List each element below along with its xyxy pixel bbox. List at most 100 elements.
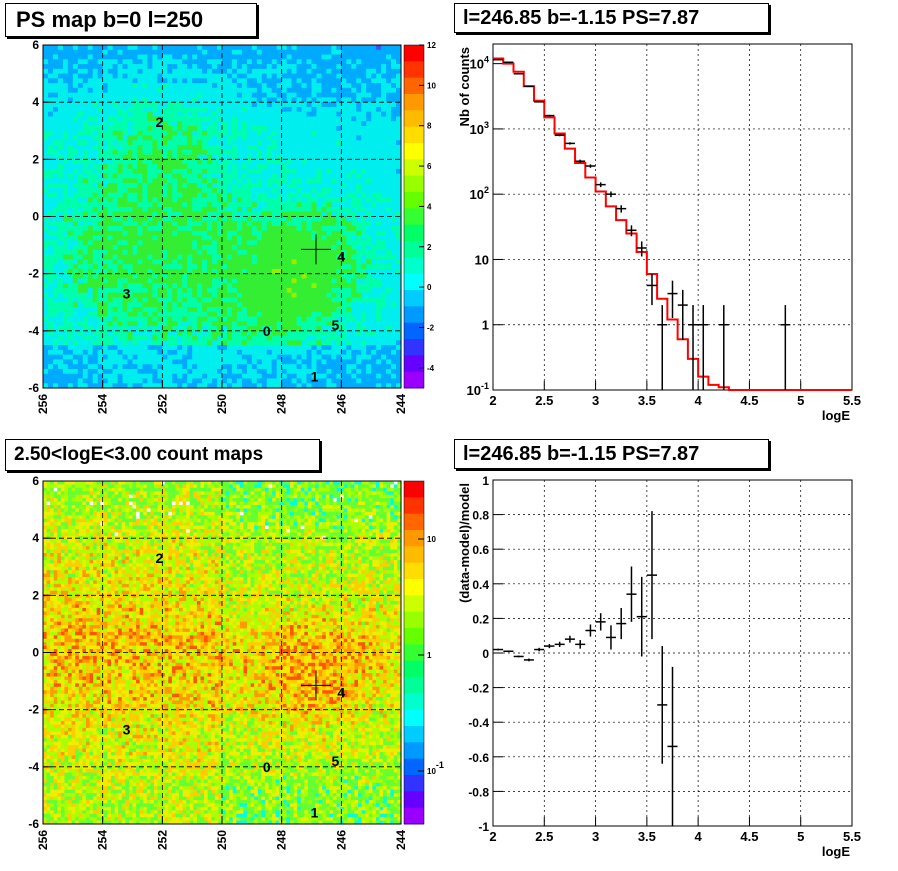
y-tick-label: -6 xyxy=(28,381,39,395)
y-tick-label: 0 xyxy=(32,646,39,660)
y-tick-label: 103 xyxy=(470,120,489,137)
x-tick-label: 2 xyxy=(489,829,496,844)
x-tick-label: 4.5 xyxy=(740,829,758,844)
x-axis-label: logE xyxy=(822,844,850,859)
y-tick-label: 10 xyxy=(475,252,489,267)
colorbar-tick-label: 10 xyxy=(427,535,436,544)
residual-panel: 2 2.5 3 3.5 4 4.5 5 5.5 1 0.8 0.6 0.4 0.2 0 -0.2 -0.4 -0… xyxy=(449,436,898,871)
y-tick-label: -1 xyxy=(478,820,489,834)
y-tick-label: 1 xyxy=(482,474,489,488)
x-tick-label: 244 xyxy=(394,830,408,850)
x-tick-label: 4 xyxy=(695,829,703,844)
y-tick-label: 4 xyxy=(32,531,39,545)
y-tick-label: 0 xyxy=(32,210,39,224)
colorbar-tick-label: -2 xyxy=(427,323,435,332)
residual-plot[interactable]: 2 2.5 3 3.5 4 4.5 5 5.5 1 0.8 0.6 0.4 0.2 0 -0.2 -0.4 -0… xyxy=(449,436,898,871)
colorbar-tick-label: 0 xyxy=(427,283,432,292)
y-tick-label: -2 xyxy=(28,703,39,717)
source-label: 3 xyxy=(123,286,131,302)
colorbar-tick-label: 8 xyxy=(427,122,432,131)
x-tick-label: 2.5 xyxy=(535,829,553,844)
x-tick-label: 3.5 xyxy=(638,393,656,408)
heatmap-cells xyxy=(43,481,402,825)
x-tick-label: 244 xyxy=(394,394,408,414)
ps-map-heatmap[interactable]: 256 254 252 250 248 246 2446420-2-4-6012345121… xyxy=(0,0,449,436)
y-tick-label: -0.4 xyxy=(468,716,489,730)
x-tick-label: 3.5 xyxy=(638,829,656,844)
y-axis-label: Nb of counts xyxy=(457,47,472,126)
y-tick-label: 4 xyxy=(32,95,39,109)
y-tick-label: 6 xyxy=(32,474,39,488)
y-tick-label: 0.4 xyxy=(472,578,489,592)
count-map-heatmap[interactable]: 256 254 252 250 248 246 244 6 4 2 0 -2 -4 -6 0 1 2 3 4 5 10 1… xyxy=(0,436,449,871)
x-tick-label: 254 xyxy=(96,394,110,414)
x-tick-label: 5 xyxy=(797,829,804,844)
y-tick-label: -0.2 xyxy=(468,682,489,696)
x-tick-label: 246 xyxy=(334,830,348,850)
plot-frame xyxy=(492,43,853,391)
y-axis-label: (data-model)/model xyxy=(457,483,472,603)
count-map-panel: 256 254 252 250 248 246 244 6 4 2 0 -2 -4 -6 0 1 2 3 4 5 10 1… xyxy=(0,436,449,871)
y-tick-label: 104 xyxy=(470,55,489,72)
residual-title: l=246.85 b=-1.15 PS=7.87 xyxy=(454,439,769,469)
source-label: 3 xyxy=(123,722,131,738)
x-tick-label: 2 xyxy=(489,393,496,408)
model-histogram xyxy=(493,57,852,391)
colorbar-tick-label: 10-1 xyxy=(427,760,444,776)
colorbar-tick-label: 4 xyxy=(427,202,432,211)
x-tick-label: 5.5 xyxy=(843,829,861,844)
source-label: 1 xyxy=(311,369,319,385)
source-label: 0 xyxy=(263,759,271,775)
x-tick-label: 250 xyxy=(215,830,229,850)
x-tick-label: 252 xyxy=(155,394,169,414)
x-tick-label: 2.5 xyxy=(535,393,553,408)
y-tick-label: 6 xyxy=(32,38,39,52)
x-tick-label: 254 xyxy=(96,830,110,850)
source-label: 4 xyxy=(337,249,345,265)
source-label: 2 xyxy=(155,550,163,566)
spectrum-title: l=246.85 b=-1.15 PS=7.87 xyxy=(454,3,769,33)
colorbar-tick-label: 12 xyxy=(427,41,436,50)
x-tick-label: 256 xyxy=(36,394,50,414)
source-label: 2 xyxy=(155,114,163,130)
colorbar-tick-label: 10 xyxy=(427,81,436,90)
x-tick-label: 248 xyxy=(275,830,289,850)
spectrum-panel: 2 2.5 3 3.5 4 4.5 5 5.5 104 103 102 10 1 10-1 logE Nb o… xyxy=(449,0,898,436)
y-tick-label: 102 xyxy=(470,185,489,202)
colorbar-tick-label: 1 xyxy=(427,651,432,660)
y-tick-label: -0.8 xyxy=(468,785,489,799)
x-tick-label: 250 xyxy=(215,394,229,414)
source-label: 4 xyxy=(337,685,345,701)
y-tick-label: 10-1 xyxy=(467,381,489,398)
source-label: 1 xyxy=(311,805,319,821)
y-tick-label: 0.6 xyxy=(472,543,489,557)
colorbar xyxy=(404,481,424,825)
y-tick-label: 2 xyxy=(32,588,39,602)
colorbar-tick-label: -4 xyxy=(427,364,435,373)
x-tick-label: 246 xyxy=(334,394,348,414)
y-tick-label: 1 xyxy=(482,318,489,333)
x-tick-label: 5 xyxy=(797,393,804,408)
x-tick-label: 256 xyxy=(36,830,50,850)
x-tick-label: 3 xyxy=(592,393,599,408)
x-tick-label: 4.5 xyxy=(740,393,758,408)
y-tick-label: -0.6 xyxy=(468,751,489,765)
ps-map-panel: 256 254 252 250 248 246 244 6 4 2 0 -2 -4 -6 0 1 2 3 4 5 12 1… xyxy=(0,0,449,436)
heatmap-cells xyxy=(43,45,402,389)
x-tick-label: 3 xyxy=(592,829,599,844)
count-map-title: 2.50<logE<3.00 count maps xyxy=(5,439,320,471)
y-tick-label: -2 xyxy=(28,267,39,281)
ps-map-title: PS map b=0 l=250 xyxy=(5,3,257,37)
y-tick-label: 0.8 xyxy=(472,509,489,523)
y-tick-label: -4 xyxy=(28,324,39,338)
y-tick-label: 0.2 xyxy=(472,612,489,626)
source-label: 5 xyxy=(331,317,339,333)
source-label: 5 xyxy=(331,753,339,769)
x-tick-label: 5.5 xyxy=(843,393,861,408)
y-tick-label: 2 xyxy=(32,152,39,166)
colorbar-frame xyxy=(403,44,425,389)
x-tick-label: 4 xyxy=(695,393,703,408)
y-tick-label: -4 xyxy=(28,760,39,774)
source-label: 0 xyxy=(263,323,271,339)
